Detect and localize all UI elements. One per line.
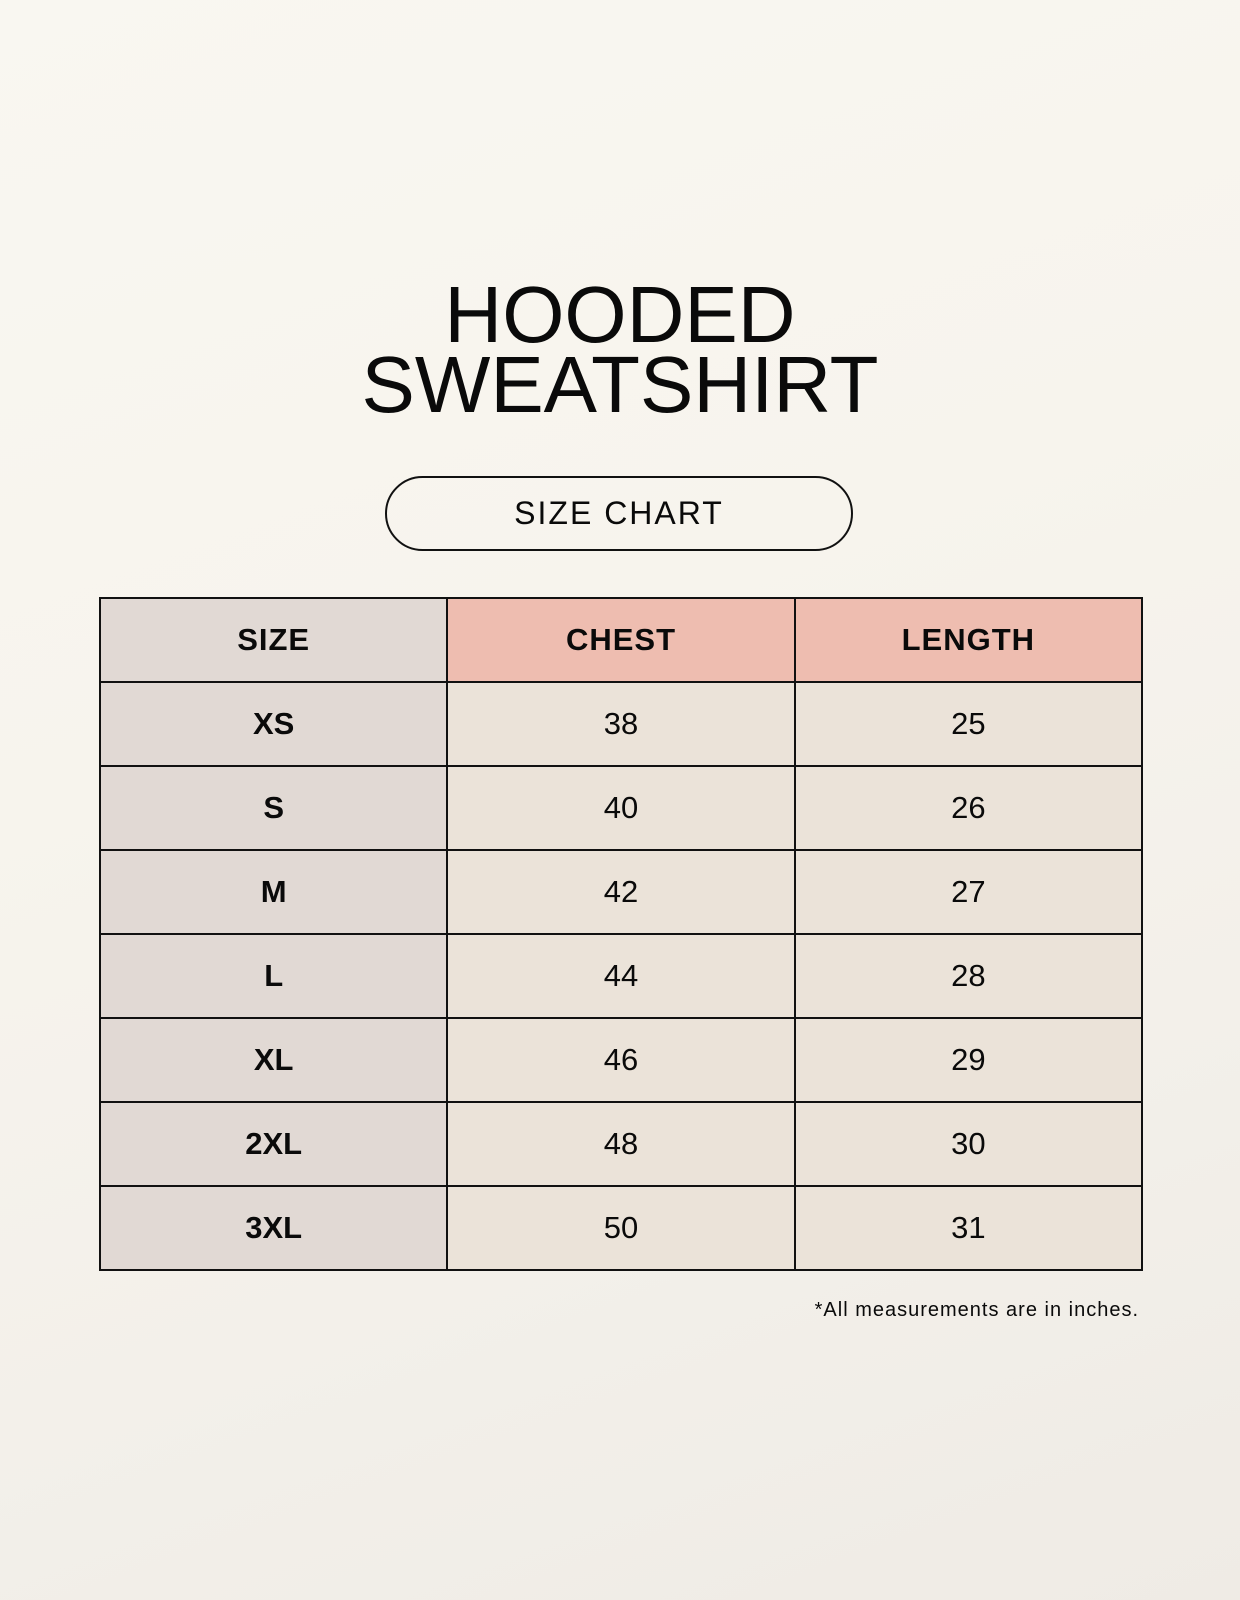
cell-chest: 48 bbox=[446, 1101, 796, 1187]
table-row: 2XL 48 30 bbox=[98, 1101, 1144, 1187]
title-line-1: HOODED bbox=[444, 270, 796, 359]
cell-chest: 46 bbox=[446, 1017, 796, 1103]
page-title: HOODED SWEATSHIRT bbox=[0, 270, 1240, 429]
cell-length: 25 bbox=[793, 681, 1144, 767]
header-row: SIZE CHEST LENGTH bbox=[98, 597, 1144, 683]
table-row: XS 38 25 bbox=[98, 681, 1144, 767]
cell-size: XL bbox=[98, 1017, 449, 1103]
cell-chest: 38 bbox=[446, 681, 796, 767]
header-length: LENGTH bbox=[793, 597, 1144, 683]
measurement-note: *All measurements are in inches. bbox=[814, 1299, 1139, 1321]
table-row: XL 46 29 bbox=[98, 1017, 1144, 1103]
cell-size: L bbox=[98, 933, 449, 1019]
header-size: SIZE bbox=[98, 597, 449, 683]
table-row: 3XL 50 31 bbox=[98, 1185, 1144, 1271]
table-row: M 42 27 bbox=[98, 849, 1144, 935]
cell-size: M bbox=[98, 849, 449, 935]
cell-chest: 42 bbox=[446, 849, 796, 935]
cell-size: 2XL bbox=[98, 1101, 449, 1187]
header-chest: CHEST bbox=[446, 597, 796, 683]
table-row: L 44 28 bbox=[98, 933, 1144, 1019]
cell-chest: 50 bbox=[446, 1185, 796, 1271]
cell-size: S bbox=[98, 765, 449, 851]
cell-length: 26 bbox=[793, 765, 1144, 851]
size-chart-label: SIZE CHART bbox=[385, 476, 853, 551]
table-row: S 40 26 bbox=[98, 765, 1144, 851]
cell-length: 29 bbox=[793, 1017, 1144, 1103]
cell-length: 31 bbox=[793, 1185, 1144, 1271]
cell-size: XS bbox=[98, 681, 449, 767]
cell-chest: 40 bbox=[446, 765, 796, 851]
title-line-2: SWEATSHIRT bbox=[361, 340, 879, 429]
cell-size: 3XL bbox=[98, 1185, 449, 1271]
cell-chest: 44 bbox=[446, 933, 796, 1019]
cell-length: 30 bbox=[793, 1101, 1144, 1187]
size-table: SIZE CHEST LENGTH XS 38 25 S 40 26 M 42 27 L 44 28 X… bbox=[98, 597, 1144, 1271]
cell-length: 28 bbox=[793, 933, 1144, 1019]
cell-length: 27 bbox=[793, 849, 1144, 935]
